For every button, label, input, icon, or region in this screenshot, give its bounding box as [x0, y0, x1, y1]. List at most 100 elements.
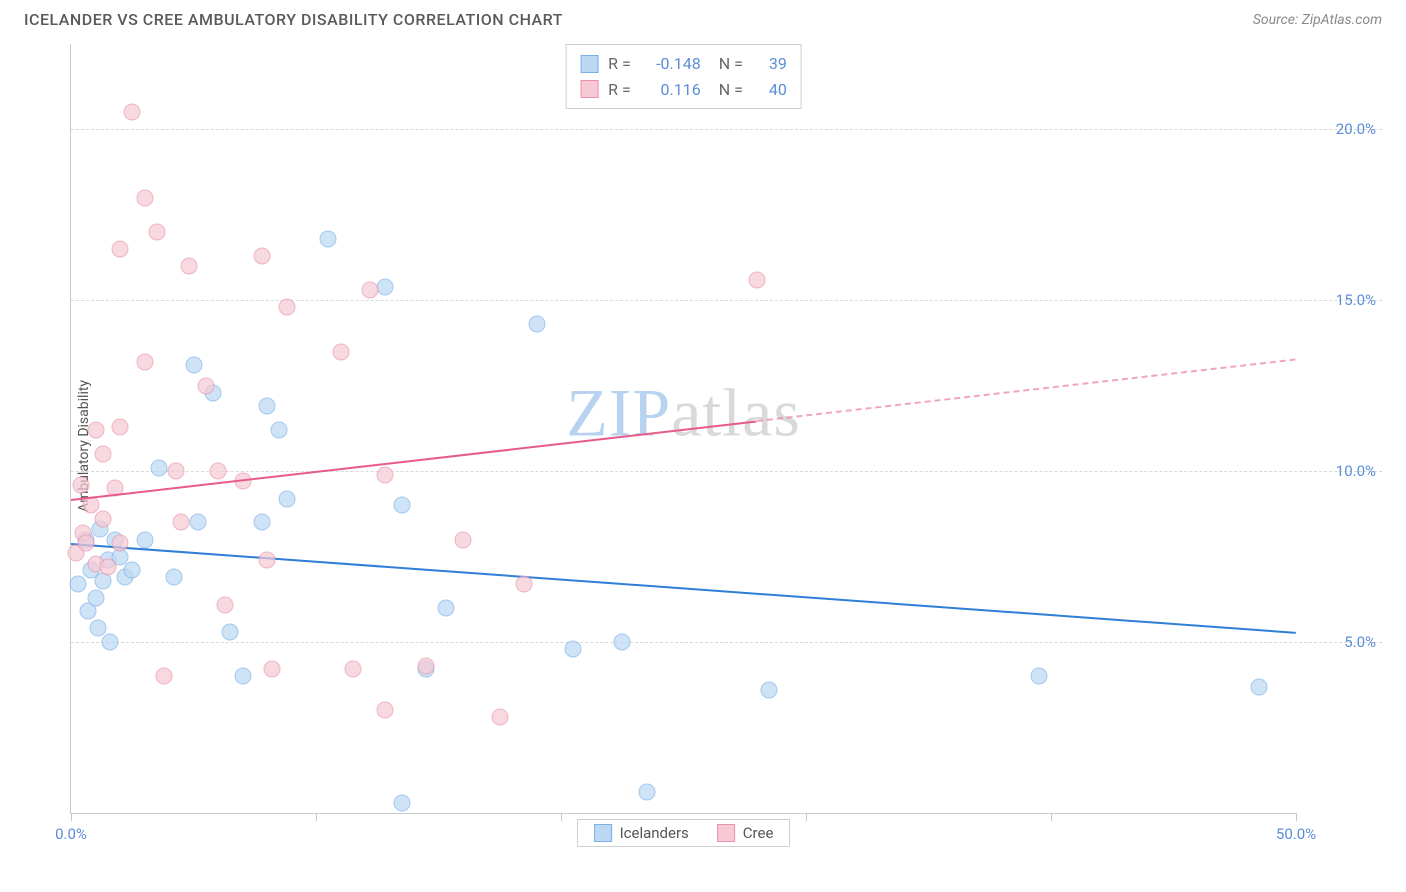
- scatter-point: [320, 230, 337, 247]
- scatter-point: [190, 514, 207, 531]
- scatter-point: [234, 668, 251, 685]
- x-tick: [71, 813, 72, 821]
- scatter-point: [156, 668, 173, 685]
- scatter-point: [124, 562, 141, 579]
- legend-row: R = -0.148 N = 39: [580, 51, 787, 77]
- scatter-point: [254, 514, 271, 531]
- scatter-point: [136, 531, 153, 548]
- scatter-point: [761, 681, 778, 698]
- x-tick-label: 50.0%: [1276, 825, 1316, 843]
- scatter-point: [70, 576, 87, 593]
- legend-swatch: [580, 80, 598, 98]
- x-tick: [561, 813, 562, 821]
- y-tick-label: 5.0%: [1306, 633, 1376, 651]
- scatter-point: [168, 463, 185, 480]
- legend-item: Cree: [717, 824, 774, 842]
- y-tick-label: 10.0%: [1306, 462, 1376, 480]
- scatter-point: [112, 241, 129, 258]
- legend-label: Icelanders: [620, 824, 689, 842]
- legend-swatch: [717, 824, 735, 842]
- scatter-point: [749, 271, 766, 288]
- scatter-point: [217, 596, 234, 613]
- trend-line: [71, 543, 1296, 634]
- x-tick: [1296, 813, 1297, 821]
- scatter-point: [1251, 678, 1268, 695]
- scatter-point: [361, 282, 378, 299]
- scatter-point: [99, 558, 116, 575]
- scatter-point: [516, 576, 533, 593]
- scatter-point: [1030, 668, 1047, 685]
- n-value: 40: [753, 77, 787, 103]
- gridline: [71, 471, 1382, 472]
- scatter-point: [376, 278, 393, 295]
- n-value: 39: [753, 51, 787, 77]
- scatter-point: [210, 463, 227, 480]
- scatter-point: [185, 357, 202, 374]
- gridline: [71, 642, 1382, 643]
- n-label: N =: [719, 51, 743, 77]
- n-label: N =: [719, 77, 743, 103]
- scatter-point: [136, 353, 153, 370]
- scatter-point: [528, 316, 545, 333]
- scatter-point: [376, 466, 393, 483]
- scatter-point: [94, 511, 111, 528]
- scatter-point: [72, 476, 89, 493]
- scatter-point: [614, 634, 631, 651]
- scatter-point: [94, 446, 111, 463]
- scatter-point: [437, 599, 454, 616]
- scatter-point: [491, 709, 508, 726]
- scatter-point: [87, 422, 104, 439]
- scatter-point: [112, 534, 129, 551]
- scatter-point: [222, 623, 239, 640]
- scatter-point: [455, 531, 472, 548]
- scatter-point: [332, 343, 349, 360]
- trend-line-extrapolated: [757, 358, 1296, 422]
- gridline: [71, 129, 1382, 130]
- scatter-point: [418, 658, 435, 675]
- correlation-legend: R = -0.148 N = 39 R = 0.116 N = 40: [565, 44, 802, 109]
- scatter-point: [180, 258, 197, 275]
- scatter-point: [148, 223, 165, 240]
- scatter-point: [102, 634, 119, 651]
- series-legend: Icelanders Cree: [577, 819, 791, 847]
- scatter-point: [278, 490, 295, 507]
- scatter-point: [393, 794, 410, 811]
- scatter-point: [393, 497, 410, 514]
- source-attribution: Source: ZipAtlas.com: [1253, 12, 1382, 28]
- scatter-point: [271, 422, 288, 439]
- legend-swatch: [594, 824, 612, 842]
- trend-line: [71, 420, 757, 501]
- scatter-point: [263, 661, 280, 678]
- scatter-point: [173, 514, 190, 531]
- x-tick-label: 0.0%: [55, 825, 87, 843]
- scatter-point: [344, 661, 361, 678]
- x-tick: [1051, 813, 1052, 821]
- r-label: R =: [608, 51, 631, 77]
- r-value: 0.116: [641, 77, 701, 103]
- gridline: [71, 300, 1382, 301]
- legend-row: R = 0.116 N = 40: [580, 77, 787, 103]
- legend-label: Cree: [743, 824, 774, 842]
- scatter-point: [197, 377, 214, 394]
- scatter-point: [278, 299, 295, 316]
- chart-title: ICELANDER VS CREE AMBULATORY DISABILITY …: [24, 10, 563, 29]
- scatter-point: [376, 702, 393, 719]
- scatter-point: [259, 398, 276, 415]
- chart-area: Ambulatory Disability ZIPatlas R =-0.148…: [24, 44, 1382, 848]
- y-tick-label: 20.0%: [1306, 120, 1376, 138]
- watermark: ZIPatlas: [566, 374, 801, 453]
- scatter-point: [136, 189, 153, 206]
- x-tick: [316, 813, 317, 821]
- scatter-point: [124, 104, 141, 121]
- r-label: R =: [608, 77, 631, 103]
- legend-swatch: [580, 55, 598, 73]
- x-tick: [806, 813, 807, 821]
- plot-region: ZIPatlas R =-0.148N =39R =0.116N =40 Ice…: [70, 44, 1296, 814]
- scatter-point: [259, 552, 276, 569]
- scatter-point: [112, 418, 129, 435]
- r-value: -0.148: [641, 51, 701, 77]
- legend-item: Icelanders: [594, 824, 689, 842]
- scatter-point: [77, 534, 94, 551]
- y-tick-label: 15.0%: [1306, 291, 1376, 309]
- scatter-point: [254, 247, 271, 264]
